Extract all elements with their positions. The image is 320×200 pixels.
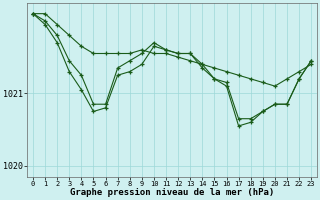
X-axis label: Graphe pression niveau de la mer (hPa): Graphe pression niveau de la mer (hPa) xyxy=(70,188,274,197)
